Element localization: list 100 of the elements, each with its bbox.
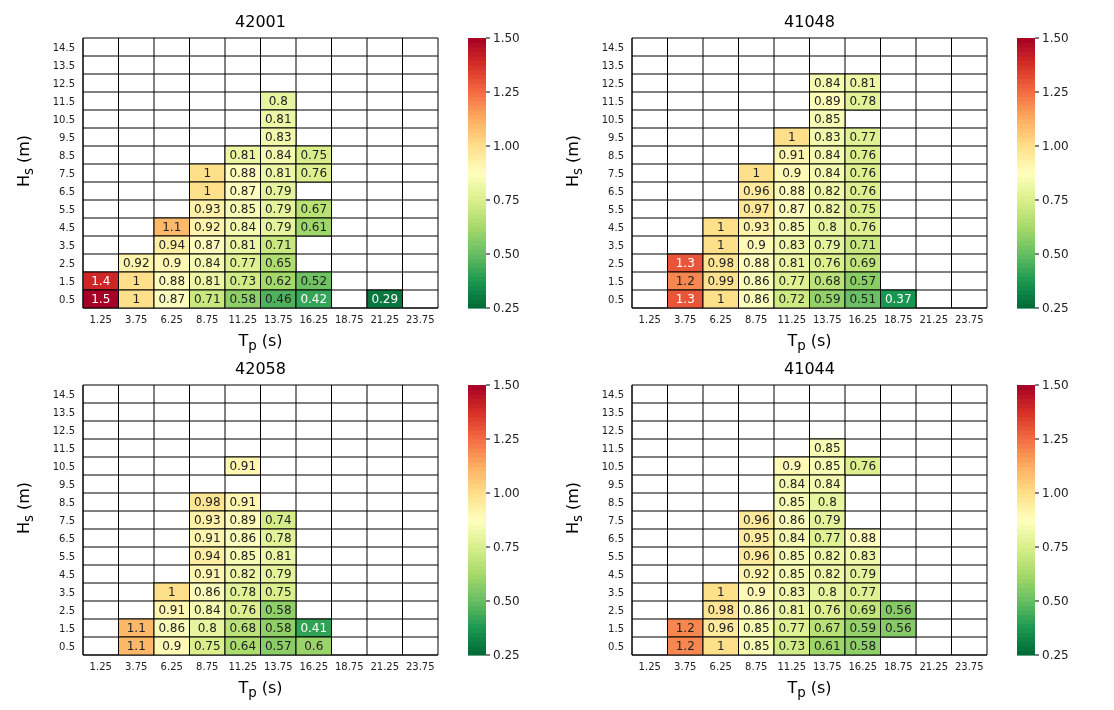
data-label: 0.96 [742,184,770,199]
x-tick-label: 16.25 [299,661,329,673]
color-bar-label: 1.00 [1042,486,1069,501]
data-label: 0.9 [746,238,766,253]
data-label: 0.68 [813,274,841,289]
data-label: 0.95 [742,531,770,546]
x-tick-label: 6.25 [160,661,183,673]
x-tick-label: 3.75 [674,661,697,673]
x-tick-label: 6.25 [160,314,183,326]
data-label: 0.42 [300,292,328,307]
data-label: 0.9 [162,639,182,654]
data-label: 0.83 [849,549,877,564]
data-label: 0.84 [813,148,841,163]
data-label: 0.83 [264,130,292,145]
data-label: 0.79 [264,202,292,217]
data-label: 0.78 [264,531,292,546]
data-label: 0.91 [193,531,221,546]
y-tick-label: 8.5 [608,496,624,508]
data-label: 1 [132,292,141,307]
y-tick-label: 6.5 [59,532,75,544]
chart-title: 42058 [234,359,287,378]
color-bar-label: 1.50 [493,378,520,393]
x-tick-label: 16.25 [848,661,878,673]
color-bar-label: 1.50 [1042,31,1069,46]
x-tick-label: 11.25 [228,314,258,326]
data-label: 0.89 [229,513,257,528]
color-bar-label: 1.00 [493,139,520,154]
data-label: 0.91 [193,567,221,582]
color-bar-label: 1.00 [1042,139,1069,154]
data-label: 0.76 [813,256,841,271]
data-label: 0.76 [849,220,877,235]
x-tick-label: 21.25 [919,314,949,326]
data-label: 0.73 [229,274,257,289]
data-label: 0.84 [813,477,841,492]
x-tick-label: 23.75 [405,314,435,326]
y-tick-label: 2.5 [59,257,75,269]
data-label: 0.8 [268,94,288,109]
data-label: 0.94 [193,549,221,564]
data-label: 1 [167,585,176,600]
chart-title: 42001 [234,12,287,31]
data-label: 0.6 [304,639,324,654]
y-tick-label: 4.5 [59,568,75,580]
data-label: 0.61 [813,639,841,654]
data-label: 0.51 [849,292,877,307]
data-label: 0.87 [158,292,186,307]
data-label: 0.92 [193,220,221,235]
y-tick-label: 14.5 [52,41,75,53]
color-bar-label: 0.25 [1042,648,1069,663]
data-label: 0.57 [264,639,292,654]
x-tick-label: 21.25 [370,314,400,326]
x-tick-label: 16.25 [848,314,878,326]
data-label: 0.82 [229,567,257,582]
data-label: 1.1 [126,621,146,636]
x-tick-label: 13.75 [812,314,842,326]
data-label: 0.91 [229,459,257,474]
data-label: 0.56 [884,603,912,618]
y-tick-label: 14.5 [601,41,624,53]
data-label: 0.87 [778,202,806,217]
data-label: 0.93 [193,513,221,528]
data-label: 0.88 [158,274,186,289]
chart-title: 41044 [783,359,836,378]
data-label: 0.9 [746,585,766,600]
data-label: 0.29 [371,292,399,307]
color-bar-label: 0.50 [1042,247,1069,262]
data-label: 0.71 [849,238,877,253]
data-label: 0.92 [742,567,770,582]
data-label: 0.81 [264,166,292,181]
x-tick-label: 13.75 [263,661,293,673]
data-label: 0.87 [229,184,257,199]
data-label: 0.62 [264,274,292,289]
data-label: 0.78 [229,585,257,600]
y-tick-label: 0.5 [59,640,75,652]
color-bar-label: 0.50 [493,594,520,609]
data-label: 0.96 [742,549,770,564]
color-bar-label: 1.25 [1042,85,1069,100]
y-tick-label: 7.5 [608,167,624,179]
data-label: 0.58 [229,292,257,307]
data-label: 0.84 [229,220,257,235]
y-tick-label: 11.5 [601,95,624,107]
data-label: 0.81 [264,549,292,564]
data-label: 0.67 [813,621,841,636]
data-label: 0.79 [264,184,292,199]
data-label: 0.75 [264,585,292,600]
y-tick-label: 13.5 [601,59,624,71]
x-tick-label: 1.25 [89,314,112,326]
y-tick-label: 7.5 [608,514,624,526]
color-bar-label: 1.25 [1042,432,1069,447]
data-label: 0.59 [849,621,877,636]
data-label: 0.67 [300,202,328,217]
data-label: 0.82 [813,202,841,217]
data-label: 0.89 [813,94,841,109]
data-label: 0.68 [229,621,257,636]
data-label: 0.85 [813,441,841,456]
data-label: 1 [716,238,725,253]
data-label: 0.76 [229,603,257,618]
data-label: 0.41 [300,621,328,636]
data-label: 0.81 [849,76,877,91]
y-tick-label: 14.5 [52,388,75,400]
data-label: 0.85 [742,621,770,636]
x-tick-label: 1.25 [638,314,661,326]
